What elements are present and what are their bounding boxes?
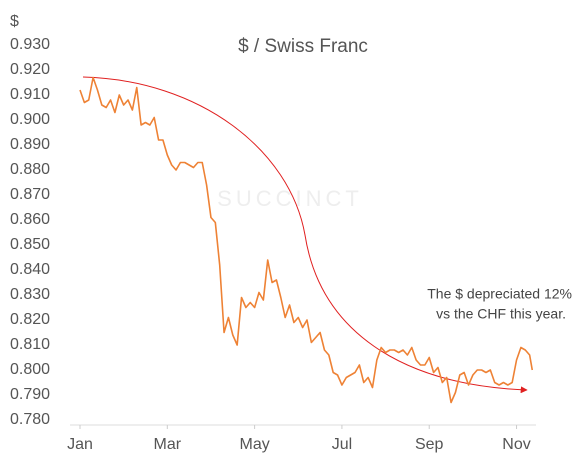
y-tick-label: 0.910 — [10, 86, 50, 103]
y-tick-label: 0.820 — [10, 311, 50, 328]
y-tick-label: 0.890 — [10, 136, 50, 153]
chart-title: $ / Swiss Franc — [238, 36, 368, 57]
watermark: SUCCINCT — [217, 186, 363, 211]
x-tick-label: Jul — [332, 436, 352, 453]
data-line — [79, 76, 534, 404]
trend-arrow — [82, 76, 528, 394]
y-tick-label: 0.900 — [10, 111, 50, 128]
y-tick-label: 0.930 — [10, 36, 50, 53]
y-tick-label: 0.790 — [10, 386, 50, 403]
y-tick-label: 0.920 — [10, 61, 50, 78]
x-tick-label: Sep — [415, 436, 444, 453]
y-tick-label: 0.800 — [10, 361, 50, 378]
y-tick-label: 0.780 — [10, 411, 50, 428]
y-tick-label: 0.830 — [10, 286, 50, 303]
x-tick-label: May — [239, 436, 269, 453]
y-tick-label: 0.870 — [10, 186, 50, 203]
x-tick-label: Mar — [154, 436, 182, 453]
y-tick-label: 0.840 — [10, 261, 50, 278]
annotation: The $ depreciated 12% — [427, 286, 572, 302]
y-axis-label: $ — [10, 13, 19, 30]
y-tick-label: 0.810 — [10, 336, 50, 353]
x-tick-label: Nov — [502, 436, 530, 453]
x-tick-label: Jan — [67, 436, 93, 453]
y-tick-label: 0.880 — [10, 161, 50, 178]
y-tick-label: 0.860 — [10, 211, 50, 228]
annotation: vs the CHF this year. — [436, 306, 566, 322]
y-tick-label: 0.850 — [10, 236, 50, 253]
